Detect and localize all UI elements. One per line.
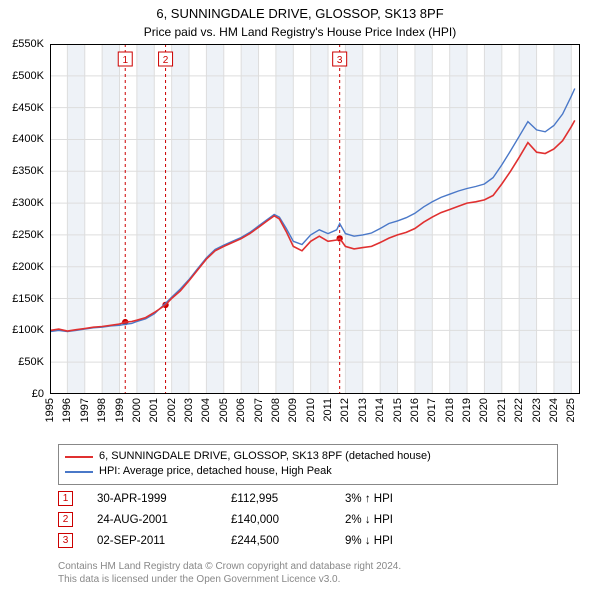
svg-text:2: 2 bbox=[163, 55, 169, 66]
x-tick-label: 2011 bbox=[322, 398, 334, 422]
chart-title-line2: Price paid vs. HM Land Registry's House … bbox=[0, 23, 600, 39]
sale-date: 24-AUG-2001 bbox=[97, 514, 207, 526]
legend: 6, SUNNINGDALE DRIVE, GLOSSOP, SK13 8PF … bbox=[58, 444, 558, 485]
x-tick-label: 2024 bbox=[548, 398, 560, 422]
sale-price: £244,500 bbox=[231, 535, 321, 547]
legend-row-series-1: 6, SUNNINGDALE DRIVE, GLOSSOP, SK13 8PF … bbox=[65, 449, 551, 464]
y-tick-label: £150K bbox=[12, 293, 44, 305]
sale-row: 1 30-APR-1999 £112,995 3% ↑ HPI bbox=[58, 488, 558, 509]
x-tick-label: 1995 bbox=[44, 398, 56, 422]
x-tick-label: 2005 bbox=[218, 398, 230, 422]
chart-plot-area: 1 2 3 bbox=[50, 44, 580, 394]
legend-swatch-2 bbox=[65, 471, 93, 473]
sale-date: 02-SEP-2011 bbox=[97, 535, 207, 547]
chart-container: 6, SUNNINGDALE DRIVE, GLOSSOP, SK13 8PF … bbox=[0, 0, 600, 590]
legend-row-series-2: HPI: Average price, detached house, High… bbox=[65, 464, 551, 479]
x-tick-label: 2009 bbox=[287, 398, 299, 422]
x-tick-label: 2022 bbox=[513, 398, 525, 422]
x-tick-label: 2021 bbox=[496, 398, 508, 422]
x-tick-label: 2003 bbox=[183, 398, 195, 422]
attribution-line1: Contains HM Land Registry data © Crown c… bbox=[58, 561, 568, 574]
y-tick-label: £50K bbox=[18, 356, 44, 368]
y-tick-label: £450K bbox=[12, 102, 44, 114]
x-tick-label: 2001 bbox=[148, 398, 160, 422]
x-tick-label: 2012 bbox=[339, 398, 351, 422]
sale-hpi-delta: 3% ↑ HPI bbox=[345, 493, 455, 505]
sale-row: 2 24-AUG-2001 £140,000 2% ↓ HPI bbox=[58, 509, 558, 530]
y-tick-label: £250K bbox=[12, 229, 44, 241]
sale-date: 30-APR-1999 bbox=[97, 493, 207, 505]
sale-marker-2: 2 bbox=[58, 512, 73, 527]
x-tick-label: 2018 bbox=[444, 398, 456, 422]
x-tick-label: 2016 bbox=[409, 398, 421, 422]
chart-svg: 1 2 3 bbox=[50, 44, 580, 394]
y-tick-label: £400K bbox=[12, 133, 44, 145]
x-tick-label: 1999 bbox=[114, 398, 126, 422]
sale-hpi-delta: 9% ↓ HPI bbox=[345, 535, 455, 547]
y-tick-label: £300K bbox=[12, 197, 44, 209]
sale-price: £140,000 bbox=[231, 514, 321, 526]
sale-marker-3: 3 bbox=[58, 533, 73, 548]
legend-label-2: HPI: Average price, detached house, High… bbox=[99, 464, 332, 479]
x-tick-label: 2023 bbox=[531, 398, 543, 422]
x-tick-label: 2007 bbox=[253, 398, 265, 422]
sale-price: £112,995 bbox=[231, 493, 321, 505]
sale-row: 3 02-SEP-2011 £244,500 9% ↓ HPI bbox=[58, 530, 558, 551]
x-tick-label: 2000 bbox=[131, 398, 143, 422]
y-axis-labels: £0£50K£100K£150K£200K£250K£300K£350K£400… bbox=[0, 44, 48, 394]
y-tick-label: £200K bbox=[12, 261, 44, 273]
y-tick-label: £500K bbox=[12, 70, 44, 82]
x-tick-label: 1996 bbox=[61, 398, 73, 422]
y-tick-label: £0 bbox=[32, 388, 44, 400]
y-tick-label: £100K bbox=[12, 324, 44, 336]
legend-label-1: 6, SUNNINGDALE DRIVE, GLOSSOP, SK13 8PF … bbox=[99, 449, 431, 464]
svg-text:1: 1 bbox=[122, 55, 128, 66]
y-tick-label: £350K bbox=[12, 165, 44, 177]
chart-title-line1: 6, SUNNINGDALE DRIVE, GLOSSOP, SK13 8PF bbox=[0, 0, 600, 23]
x-tick-label: 2019 bbox=[461, 398, 473, 422]
legend-swatch-1 bbox=[65, 456, 93, 458]
attribution-line2: This data is licensed under the Open Gov… bbox=[58, 574, 568, 587]
x-tick-label: 2008 bbox=[270, 398, 282, 422]
x-tick-label: 1998 bbox=[96, 398, 108, 422]
x-tick-label: 2002 bbox=[166, 398, 178, 422]
y-tick-label: £550K bbox=[12, 38, 44, 50]
x-tick-label: 2010 bbox=[305, 398, 317, 422]
sales-table: 1 30-APR-1999 £112,995 3% ↑ HPI 2 24-AUG-2001… bbox=[58, 488, 558, 551]
attribution: Contains HM Land Registry data © Crown c… bbox=[58, 561, 568, 586]
x-tick-label: 1997 bbox=[79, 398, 91, 422]
x-tick-label: 2015 bbox=[392, 398, 404, 422]
sale-hpi-delta: 2% ↓ HPI bbox=[345, 514, 455, 526]
x-tick-label: 2025 bbox=[565, 398, 577, 422]
x-tick-label: 2004 bbox=[200, 398, 212, 422]
sale-marker-1: 1 bbox=[58, 491, 73, 506]
svg-text:3: 3 bbox=[337, 55, 343, 66]
x-axis-labels: 1995199619971998199920002001200220032004… bbox=[50, 398, 580, 442]
x-tick-label: 2020 bbox=[478, 398, 490, 422]
x-tick-label: 2006 bbox=[235, 398, 247, 422]
x-tick-label: 2014 bbox=[374, 398, 386, 422]
x-tick-label: 2013 bbox=[357, 398, 369, 422]
x-tick-label: 2017 bbox=[426, 398, 438, 422]
